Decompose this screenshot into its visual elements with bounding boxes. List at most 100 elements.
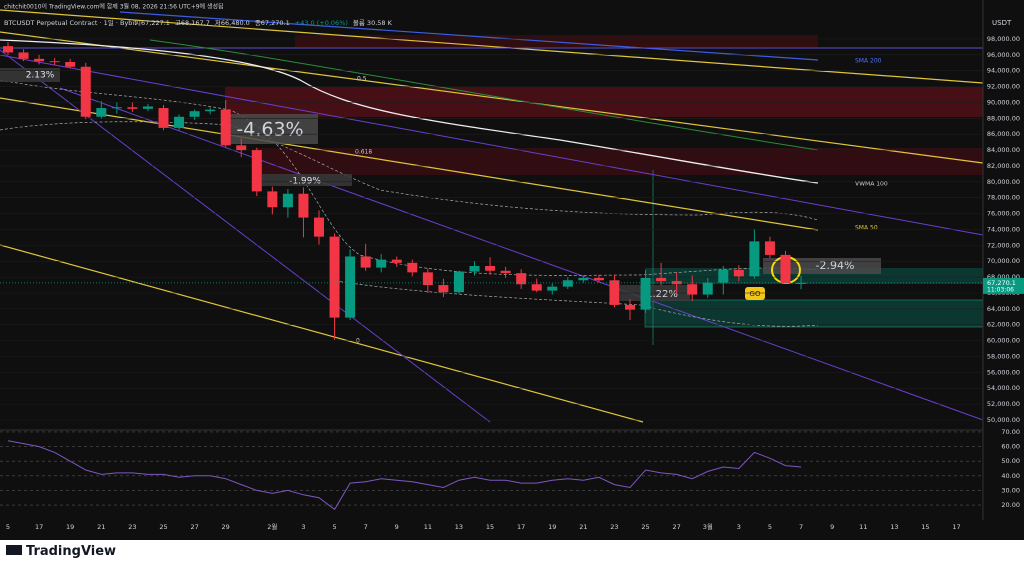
annotation: VWMA 100 xyxy=(855,181,888,188)
zone xyxy=(295,35,818,47)
candle-body xyxy=(702,282,713,295)
y-tick-label: 68,000.00 xyxy=(987,273,1020,281)
logo-text: TradingView xyxy=(26,544,117,559)
candle-body xyxy=(640,277,651,310)
candle-body xyxy=(189,111,200,117)
candle-body xyxy=(453,271,464,293)
y-tick-label: 94,000.00 xyxy=(987,67,1020,75)
candle-body xyxy=(376,259,387,268)
y-tick-label: 98,000.00 xyxy=(987,35,1020,43)
y-tick-label: 82,000.00 xyxy=(987,162,1020,170)
zone xyxy=(644,299,984,328)
x-tick-label: 11 xyxy=(424,523,432,531)
x-tick-label: 13 xyxy=(455,523,463,531)
x-tick-label: 25 xyxy=(641,523,649,531)
candle-body xyxy=(422,272,433,286)
x-tick-label: 27 xyxy=(673,523,681,531)
zone xyxy=(255,148,983,175)
y-tick-label: 76,000.00 xyxy=(987,210,1020,218)
label-box xyxy=(262,174,352,186)
candle-body xyxy=(671,281,682,285)
candle-body xyxy=(718,269,729,283)
candle-body xyxy=(34,58,45,62)
candle-body xyxy=(485,266,496,271)
y-tick-label: 50,000.00 xyxy=(987,416,1020,424)
y-tick-label: 30.00 xyxy=(1001,486,1020,494)
annotation: 0.5 xyxy=(357,76,367,83)
y-tick-label: 84,000.00 xyxy=(987,146,1020,154)
vwma-100 xyxy=(0,39,819,184)
x-tick-label: 19 xyxy=(66,523,74,531)
candle-body xyxy=(407,262,418,273)
y-tick-label: 56,000.00 xyxy=(987,368,1020,376)
x-tick-label: 15 xyxy=(921,523,929,531)
trend-line xyxy=(0,244,644,423)
x-tick-label: 5 xyxy=(332,523,336,531)
candle-body xyxy=(314,217,324,237)
sma-line xyxy=(149,39,819,151)
trend-line xyxy=(0,97,819,231)
sma-200 xyxy=(119,11,819,61)
candle-body xyxy=(796,282,807,284)
candle-body xyxy=(220,109,231,146)
candle-body xyxy=(282,193,293,208)
candle-body xyxy=(469,266,480,272)
zone xyxy=(645,268,983,284)
candle-body xyxy=(547,286,558,291)
candle-body xyxy=(49,61,60,63)
ohlc-value: +43.0 (+0.06%) xyxy=(295,19,348,27)
annotation: 2.13% xyxy=(26,71,55,81)
candle-body xyxy=(391,259,402,263)
label-box xyxy=(763,258,881,274)
currency: USDT xyxy=(992,19,1012,27)
annotation: -2.94% xyxy=(816,259,855,272)
candle-body xyxy=(329,236,340,318)
candle-body xyxy=(656,277,667,282)
candle-body xyxy=(780,254,791,284)
candle-body xyxy=(251,150,262,192)
candle-body xyxy=(360,256,371,268)
y-tick-label: 74,000.00 xyxy=(987,225,1020,233)
annotation: 1.22% xyxy=(646,289,678,300)
candle-body xyxy=(111,107,122,109)
candle-body xyxy=(578,277,589,281)
candle-body xyxy=(625,304,635,310)
x-tick-label: 3월 xyxy=(703,522,713,531)
y-tick-label: 90,000.00 xyxy=(987,98,1020,106)
y-tick-label: 64,000.00 xyxy=(987,305,1020,313)
x-tick-label: 21 xyxy=(97,523,105,531)
last-price-tag xyxy=(983,277,1024,294)
x-tick-label: 29 xyxy=(222,523,230,531)
y-tick-label: 72,000.00 xyxy=(987,241,1020,249)
x-tick-label: 27 xyxy=(190,523,198,531)
annotation: 0 xyxy=(356,338,360,345)
candle-body xyxy=(96,108,107,117)
candle-body xyxy=(142,106,153,109)
candle-body xyxy=(158,108,169,128)
candle-body xyxy=(236,145,247,151)
x-tick-label: 9 xyxy=(395,523,399,531)
x-tick-label: 2월 xyxy=(267,522,277,531)
x-tick-label: 11 xyxy=(859,523,867,531)
x-tick-label: 23 xyxy=(610,523,618,531)
candle-body xyxy=(65,61,76,67)
chart: 2.13% -4.63% -1.99% -2.94% 1.22% GO SMA … xyxy=(0,0,1024,540)
x-tick-label: 25 xyxy=(159,523,167,531)
y-tick-label: 52,000.00 xyxy=(987,400,1020,408)
candle-body xyxy=(531,284,542,291)
trend-line xyxy=(59,87,984,421)
y-tick-label: 80,000.00 xyxy=(987,178,1020,186)
candle-body xyxy=(562,280,573,287)
y-tick-label: 70.00 xyxy=(1001,428,1020,436)
candle-body xyxy=(749,241,760,277)
y-tick-label: 60.00 xyxy=(1001,443,1020,451)
annotation: -4.63% xyxy=(236,119,303,141)
band xyxy=(329,279,819,327)
x-tick-label: 17 xyxy=(517,523,525,531)
ohlc-value: 저66,480.0 xyxy=(215,18,250,27)
candle-body xyxy=(764,241,775,255)
x-tick-label: 9 xyxy=(830,523,834,531)
candle-body xyxy=(18,52,29,59)
candle-body xyxy=(687,284,698,295)
